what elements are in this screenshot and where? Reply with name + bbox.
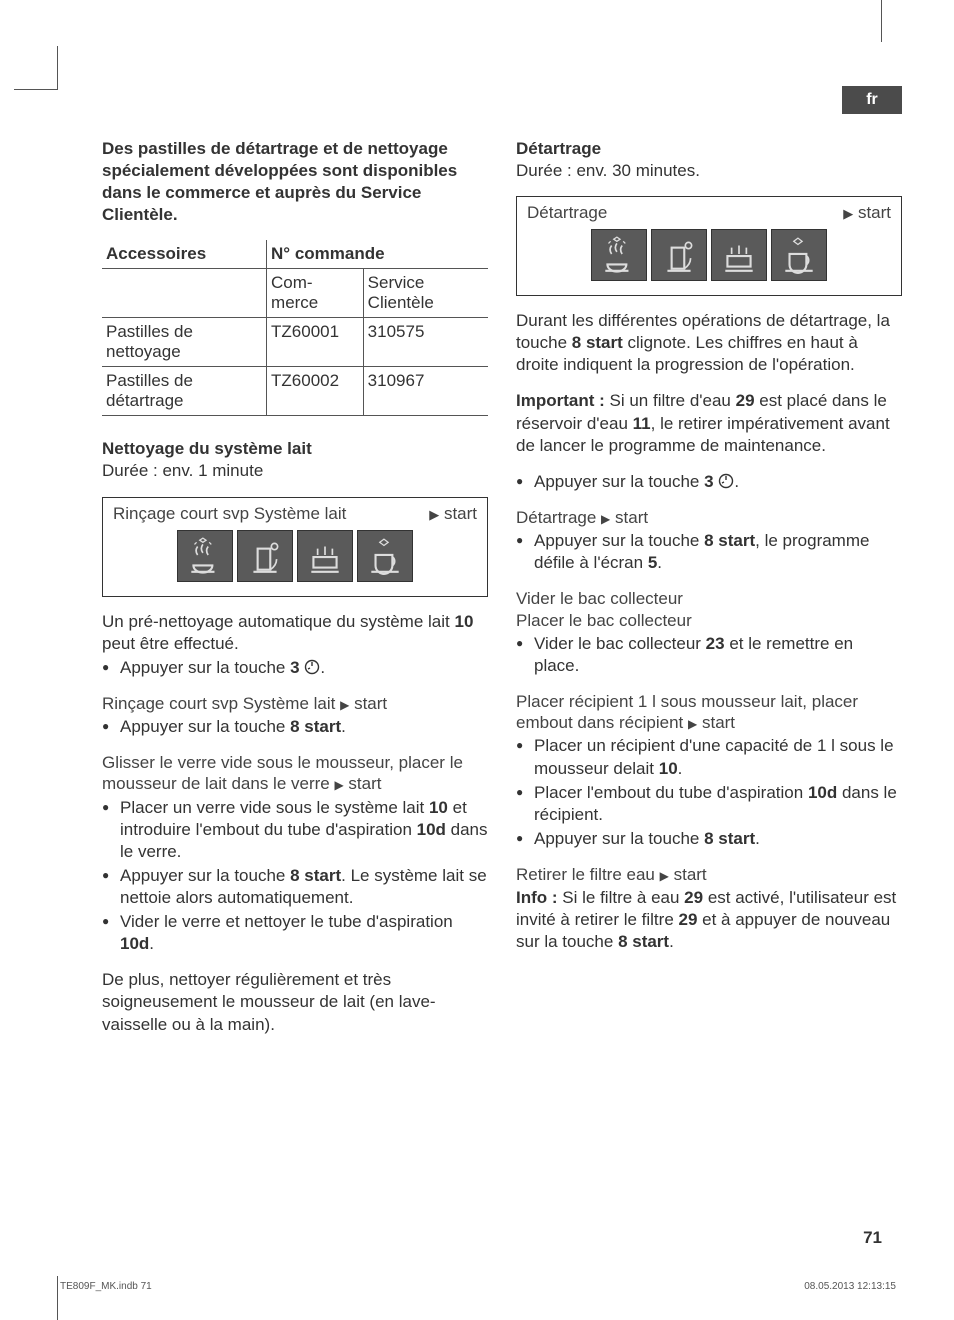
bullet-empty-tray: Vider le bac collecteur 23 et le remettr… (516, 633, 902, 677)
bullet-r-press-3: Appuyer sur la touche 3 . (516, 471, 902, 493)
td-empty (102, 269, 267, 318)
bullet-press-8start-2: Appuyer sur la touche 8 start. Le systèm… (102, 865, 488, 909)
milk-icon (651, 229, 707, 281)
accessories-table: Accessoires N° commande Com-merce Servic… (102, 240, 488, 416)
crop-mark-tl (14, 46, 58, 90)
display-rinse: Rinçage court svp Système lait ▶ start (102, 497, 488, 597)
crop-mark-bl (56, 1276, 58, 1320)
steam-cup-icon (591, 229, 647, 281)
display-descale-title: Détartrage (527, 203, 607, 223)
bullet-place-1l: Placer un récipient d'une capacité de 1 … (516, 735, 902, 779)
lang-badge: fr (842, 86, 902, 114)
descale-title: Détartrage (516, 138, 902, 160)
bullet-place-tube: Placer l'embout du tube d'aspiration 10d… (516, 782, 902, 826)
tray-icon (711, 229, 767, 281)
page-content: Des pastilles de détartrage et de nettoy… (102, 138, 902, 1036)
mono-empty-tray: Vider le bac collecteur (516, 588, 902, 609)
milk-icon (237, 530, 293, 582)
p-regular-clean: De plus, nettoyer régulièrement et très … (102, 969, 488, 1035)
service-icon (718, 473, 734, 489)
display-rinse-title: Rinçage court svp Système lait (113, 504, 346, 524)
th-order-no: N° commande (267, 240, 488, 269)
mono-rinse-start: Rinçage court svp Système lait ▶ start (102, 693, 488, 714)
coffee-icon (771, 229, 827, 281)
page-number: 71 (863, 1228, 882, 1248)
td-r2-name: Pastilles de détartrage (102, 367, 267, 416)
p-important: Important : Si un filtre d'eau 29 est pl… (516, 390, 902, 456)
bullet-place-glass: Placer un verre vide sous le système lai… (102, 797, 488, 863)
crop-mark-tr (880, 0, 882, 42)
footer-left: TE809F_MK.indb 71 (60, 1281, 152, 1292)
display-descale: Détartrage ▶ start (516, 196, 902, 296)
steam-cup-icon (177, 530, 233, 582)
td-r1-name: Pastilles de nettoyage (102, 318, 267, 367)
p-info-filter: Info : Si le filtre à eau 29 est activé,… (516, 887, 902, 953)
td-sub-commerce: Com-merce (267, 269, 364, 318)
coffee-icon (357, 530, 413, 582)
td-r1-com: TZ60001 (267, 318, 364, 367)
footer-right: 08.05.2013 12:13:15 (804, 1281, 896, 1292)
left-column: Des pastilles de détartrage et de nettoy… (102, 138, 488, 1036)
th-accessories: Accessoires (102, 240, 267, 269)
mono-place-tray: Placer le bac collecteur (516, 610, 902, 631)
bullet-r-press-8start: Appuyer sur la touche 8 start, le progra… (516, 530, 902, 574)
bullet-r-press-8start-2: Appuyer sur la touche 8 start. (516, 828, 902, 850)
mono-glass: Glisser le verre vide sous le mousseur, … (102, 752, 488, 795)
intro-paragraph: Des pastilles de détartrage et de nettoy… (102, 138, 488, 226)
milk-clean-title: Nettoyage du système lait (102, 438, 488, 460)
right-column: Détartrage Durée : env. 30 minutes. Déta… (516, 138, 902, 1036)
bullet-empty-glass: Vider le verre et nettoyer le tube d'asp… (102, 911, 488, 955)
td-sub-service: Service Clientèle (363, 269, 488, 318)
p-descale-blink: Durant les différentes opérations de dét… (516, 310, 902, 376)
bullet-press-8start-1: Appuyer sur la touche 8 start. (102, 716, 488, 738)
display-rinse-start: ▶ start (429, 504, 477, 524)
mono-place-1l: Placer récipient 1 l sous mousseur lait,… (516, 691, 902, 734)
mono-descale-start: Détartrage ▶ start (516, 507, 902, 528)
tray-icon (297, 530, 353, 582)
display-descale-start: ▶ start (843, 203, 891, 223)
pre-clean-text: Un pré-nettoyage automatique du système … (102, 611, 488, 655)
service-icon (304, 659, 320, 675)
mono-remove-filter: Retirer le filtre eau ▶ start (516, 864, 902, 885)
descale-duration: Durée : env. 30 minutes. (516, 160, 902, 182)
td-r2-srv: 310967 (363, 367, 488, 416)
milk-clean-duration: Durée : env. 1 minute (102, 460, 488, 482)
bullet-press-3: Appuyer sur la touche 3 . (102, 657, 488, 679)
td-r2-com: TZ60002 (267, 367, 364, 416)
td-r1-srv: 310575 (363, 318, 488, 367)
